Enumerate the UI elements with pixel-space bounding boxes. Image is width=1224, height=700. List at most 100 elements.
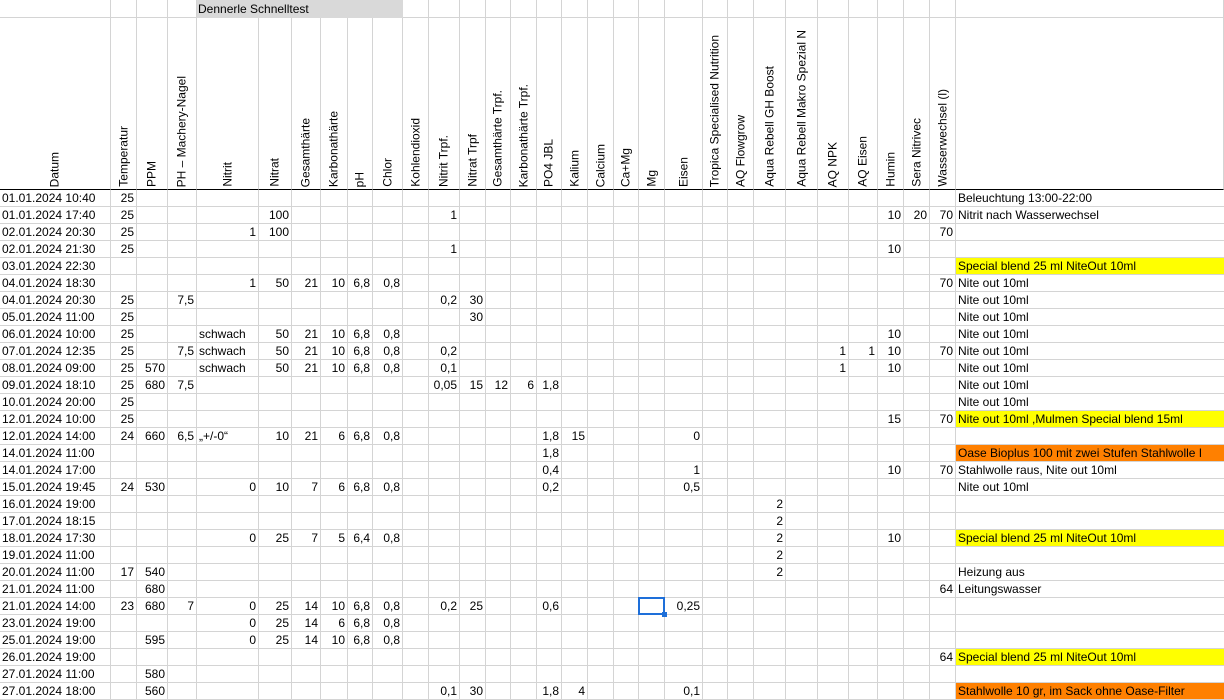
cell[interactable] bbox=[511, 428, 537, 445]
cell[interactable] bbox=[259, 496, 292, 513]
cell[interactable] bbox=[728, 275, 754, 292]
cell[interactable] bbox=[614, 496, 639, 513]
cell[interactable] bbox=[754, 632, 786, 649]
cell[interactable] bbox=[614, 326, 639, 343]
cell[interactable] bbox=[197, 564, 259, 581]
cell[interactable]: 0,2 bbox=[537, 479, 562, 496]
cell[interactable] bbox=[728, 326, 754, 343]
cell[interactable] bbox=[511, 411, 537, 428]
cell[interactable] bbox=[511, 479, 537, 496]
cell[interactable] bbox=[137, 309, 168, 326]
cell[interactable]: 10 bbox=[878, 326, 904, 343]
cell[interactable] bbox=[639, 190, 665, 207]
cell[interactable] bbox=[930, 377, 956, 394]
cell[interactable] bbox=[460, 615, 486, 632]
cell[interactable] bbox=[818, 292, 849, 309]
cell[interactable] bbox=[818, 479, 849, 496]
cell[interactable] bbox=[878, 428, 904, 445]
cell[interactable] bbox=[849, 581, 878, 598]
cell[interactable] bbox=[665, 343, 703, 360]
cell[interactable] bbox=[111, 649, 137, 666]
cell[interactable] bbox=[321, 241, 348, 258]
cell[interactable] bbox=[786, 547, 818, 564]
cell[interactable]: 70 bbox=[930, 411, 956, 428]
cell[interactable] bbox=[168, 411, 197, 428]
cell[interactable] bbox=[786, 564, 818, 581]
cell[interactable] bbox=[665, 564, 703, 581]
cell[interactable] bbox=[168, 683, 197, 700]
cell[interactable] bbox=[728, 683, 754, 700]
cell[interactable]: 70 bbox=[930, 224, 956, 241]
cell[interactable] bbox=[614, 513, 639, 530]
cell[interactable]: 14.01.2024 17:00 bbox=[0, 462, 111, 479]
cell[interactable] bbox=[703, 649, 728, 666]
cell[interactable] bbox=[429, 564, 460, 581]
cell[interactable] bbox=[930, 683, 956, 700]
cell[interactable] bbox=[665, 411, 703, 428]
cell[interactable]: 2 bbox=[754, 564, 786, 581]
note-cell[interactable] bbox=[956, 513, 1224, 530]
cell[interactable]: 04.01.2024 18:30 bbox=[0, 275, 111, 292]
cell[interactable] bbox=[728, 445, 754, 462]
cell[interactable] bbox=[168, 581, 197, 598]
cell[interactable] bbox=[639, 564, 665, 581]
cell[interactable]: 10 bbox=[878, 462, 904, 479]
cell[interactable] bbox=[904, 360, 930, 377]
note-cell[interactable]: Nite out 10ml bbox=[956, 394, 1224, 411]
cell[interactable]: 0,5 bbox=[665, 479, 703, 496]
cell[interactable] bbox=[292, 411, 321, 428]
cell[interactable] bbox=[754, 394, 786, 411]
cell[interactable] bbox=[728, 190, 754, 207]
cell[interactable] bbox=[849, 377, 878, 394]
cell[interactable]: 0,8 bbox=[373, 530, 403, 547]
cell[interactable] bbox=[614, 207, 639, 224]
cell[interactable]: 7 bbox=[168, 598, 197, 615]
cell[interactable] bbox=[754, 615, 786, 632]
note-cell[interactable] bbox=[956, 224, 1224, 241]
note-cell[interactable] bbox=[956, 428, 1224, 445]
cell[interactable] bbox=[537, 394, 562, 411]
cell[interactable] bbox=[486, 615, 511, 632]
cell[interactable]: 05.01.2024 11:00 bbox=[0, 309, 111, 326]
cell[interactable] bbox=[511, 343, 537, 360]
cell[interactable] bbox=[849, 598, 878, 615]
cell[interactable]: 12 bbox=[486, 377, 511, 394]
cell[interactable] bbox=[849, 292, 878, 309]
cell[interactable] bbox=[849, 275, 878, 292]
cell[interactable] bbox=[849, 496, 878, 513]
note-cell[interactable]: Nite out 10ml bbox=[956, 343, 1224, 360]
cell[interactable] bbox=[588, 598, 614, 615]
cell[interactable] bbox=[168, 564, 197, 581]
cell[interactable]: 10 bbox=[878, 530, 904, 547]
cell[interactable]: 25 bbox=[111, 241, 137, 258]
cell[interactable] bbox=[786, 292, 818, 309]
cell[interactable] bbox=[259, 445, 292, 462]
cell[interactable] bbox=[562, 207, 588, 224]
cell[interactable] bbox=[665, 632, 703, 649]
cell[interactable]: 27.01.2024 18:00 bbox=[0, 683, 111, 700]
cell[interactable] bbox=[511, 207, 537, 224]
cell[interactable] bbox=[614, 428, 639, 445]
cell[interactable] bbox=[904, 632, 930, 649]
cell[interactable]: 70 bbox=[930, 343, 956, 360]
cell[interactable] bbox=[878, 394, 904, 411]
cell[interactable] bbox=[292, 666, 321, 683]
cell[interactable] bbox=[728, 530, 754, 547]
cell[interactable] bbox=[849, 445, 878, 462]
cell[interactable] bbox=[818, 683, 849, 700]
note-cell[interactable]: Nite out 10ml ,Mulmen Special blend 15ml bbox=[956, 411, 1224, 428]
cell[interactable] bbox=[878, 666, 904, 683]
cell[interactable] bbox=[373, 377, 403, 394]
cell[interactable]: 0 bbox=[197, 615, 259, 632]
cell[interactable] bbox=[537, 326, 562, 343]
cell[interactable] bbox=[904, 258, 930, 275]
cell[interactable] bbox=[292, 258, 321, 275]
cell[interactable] bbox=[728, 258, 754, 275]
cell[interactable] bbox=[197, 241, 259, 258]
cell[interactable] bbox=[111, 632, 137, 649]
cell[interactable] bbox=[818, 530, 849, 547]
cell[interactable] bbox=[904, 343, 930, 360]
cell[interactable] bbox=[818, 615, 849, 632]
cell[interactable] bbox=[703, 309, 728, 326]
cell[interactable] bbox=[904, 479, 930, 496]
